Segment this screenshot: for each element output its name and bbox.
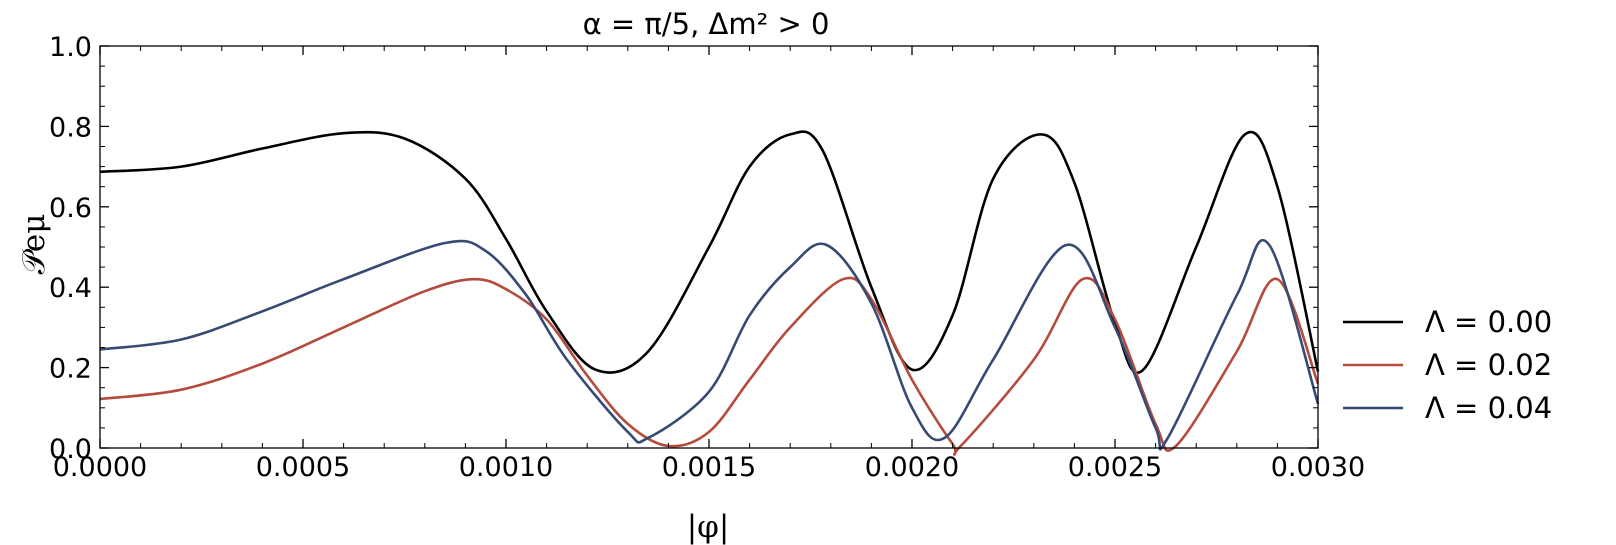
x-tick-label: 0.0010 xyxy=(459,452,553,483)
series-line-2 xyxy=(99,238,1320,451)
y-axis-label: 𝒫eμ xyxy=(16,214,52,275)
plot-area xyxy=(99,45,1320,456)
legend: Λ = 0.00 Λ = 0.02 Λ = 0.04 xyxy=(1343,305,1552,425)
y-tick-label: 0.8 xyxy=(49,112,92,143)
x-tick-label: 0.0000 xyxy=(53,452,147,483)
legend-label-0: Λ = 0.00 xyxy=(1425,305,1552,339)
x-tick-label: 0.0020 xyxy=(865,452,959,483)
y-tick-label: 0.6 xyxy=(49,193,92,224)
legend-label-1: Λ = 0.02 xyxy=(1425,348,1552,382)
x-axis-label: |φ| xyxy=(687,509,730,545)
y-axis: 0.0 0.2 0.4 0.6 0.8 1.0 xyxy=(49,32,1318,465)
x-tick-label: 0.0015 xyxy=(662,452,756,483)
x-tick-label: 0.0005 xyxy=(256,452,350,483)
y-tick-label: 1.0 xyxy=(49,32,92,63)
y-tick-label: 0.4 xyxy=(49,273,92,304)
y-tick-label: 0.0 xyxy=(49,434,92,465)
series-line-1 xyxy=(99,276,1320,456)
x-axis: 0.0000 0.0005 0.0010 0.0015 0.0020 0.0025 0.00… xyxy=(53,46,1365,483)
x-tick-label: 0.0025 xyxy=(1068,452,1162,483)
y-tick-label: 0.2 xyxy=(49,354,92,385)
legend-label-2: Λ = 0.04 xyxy=(1425,391,1552,425)
series-line-0 xyxy=(99,130,1320,374)
chart-title: α = π/5, Δm² > 0 xyxy=(583,7,830,41)
x-tick-label: 0.0030 xyxy=(1271,452,1365,483)
